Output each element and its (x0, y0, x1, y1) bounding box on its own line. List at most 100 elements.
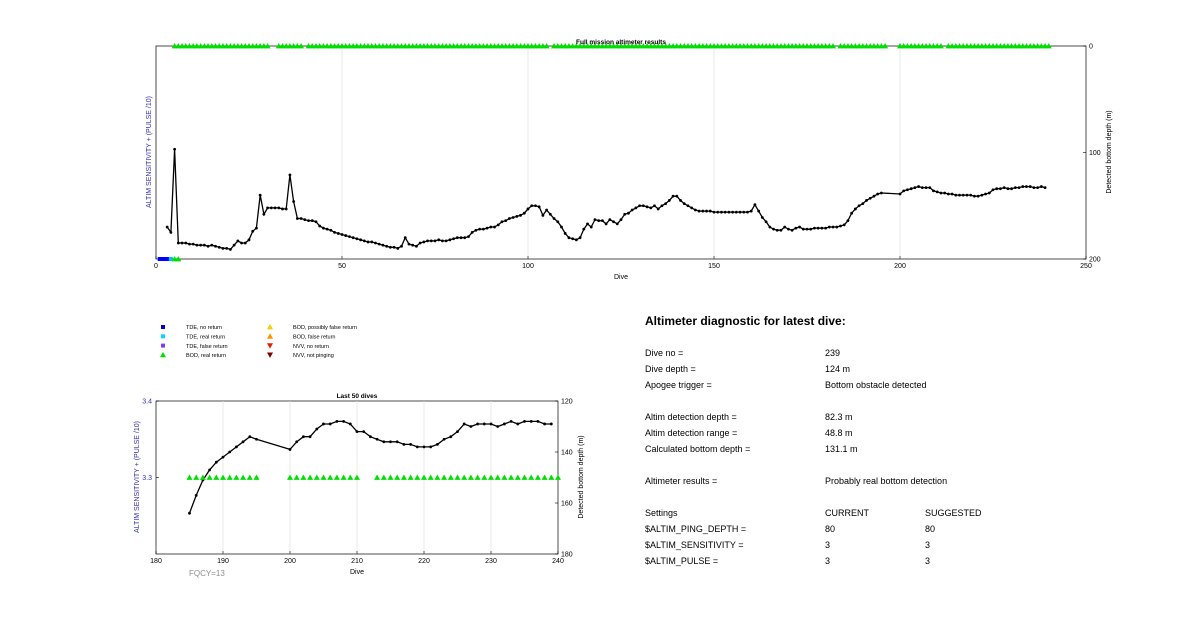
depth-point (463, 236, 467, 240)
depth-point (973, 194, 976, 198)
x-tick-label: 220 (418, 558, 430, 565)
depth-point (437, 238, 441, 242)
bod_real_return-marker (1045, 43, 1052, 49)
depth-point (266, 206, 269, 210)
y-tick-label-left: 3.4 (142, 399, 152, 406)
bod_real_return-marker (320, 474, 327, 480)
depth-point (586, 222, 589, 226)
depth-point (757, 209, 761, 213)
depth-point (813, 226, 816, 230)
depth-point (898, 192, 902, 196)
depth-point (348, 235, 351, 239)
depth-point (433, 239, 437, 243)
depth-point (627, 211, 630, 215)
depth-point (482, 422, 486, 426)
depth-point (310, 219, 314, 223)
depth-point (381, 243, 385, 247)
bod_real_return-marker (441, 474, 448, 480)
depth-point (820, 226, 824, 230)
bod_real_return-marker (340, 474, 347, 480)
depth-series-line (166, 149, 1046, 251)
depth-point (1043, 186, 1047, 190)
depth-point (589, 225, 593, 229)
diag-value: 124 m (825, 364, 851, 374)
x-tick-label: 240 (552, 558, 564, 565)
depth-point (284, 207, 288, 211)
depth-point (552, 217, 556, 220)
y-axis-label-right: Detected bottom depth (m) (578, 435, 585, 518)
depth-point (217, 245, 221, 249)
depth-point (362, 430, 366, 433)
depth-point (638, 204, 641, 208)
depth-point (426, 239, 429, 243)
depth-point (950, 192, 954, 196)
depth-point (455, 236, 459, 240)
legend-item: TDE, real return (161, 334, 225, 341)
depth-point (760, 216, 764, 219)
depth-point (1032, 186, 1036, 190)
depth-point (924, 186, 928, 190)
depth-point (389, 440, 392, 444)
x-tick-label: 180 (150, 558, 162, 565)
depth-point (328, 422, 332, 426)
depth-point (489, 225, 493, 229)
depth-point (366, 240, 370, 244)
bod_real_return-marker (293, 474, 300, 480)
depth-point (831, 225, 835, 229)
depth-point (400, 244, 403, 248)
depth-point (612, 220, 615, 224)
depth-point (388, 245, 392, 249)
depth-point (407, 242, 411, 246)
depth-point (262, 212, 266, 216)
depth-point (295, 440, 299, 444)
tde_no_return-marker (157, 257, 162, 261)
bod_real_return-marker (488, 474, 494, 480)
depth-point (872, 194, 876, 198)
legend-item: NVV, not pinging (267, 352, 334, 359)
depth-point (355, 237, 359, 241)
bod_real_return-marker (467, 474, 474, 480)
depth-point (318, 224, 322, 228)
chart-title: Last 50 dives (337, 393, 378, 400)
depth-point (208, 468, 212, 472)
depth-point (943, 191, 947, 195)
bod_real_return-marker (240, 474, 247, 480)
depth-point (292, 200, 296, 203)
depth-point (1036, 186, 1040, 190)
depth-point (503, 422, 506, 426)
depth-point (184, 241, 188, 245)
legend-label: NVV, not pinging (293, 353, 334, 359)
depth-point (382, 440, 386, 444)
depth-point (623, 212, 627, 216)
diag-value: 82.3 m (825, 412, 853, 422)
depth-point (712, 210, 716, 214)
setting-suggested: 3 (925, 556, 931, 566)
depth-point (984, 192, 987, 196)
depth-point (1025, 185, 1028, 188)
depth-point (299, 217, 303, 220)
depth-point (954, 193, 958, 197)
setting-current: 80 (825, 524, 836, 534)
bod_real_return-marker (543, 43, 550, 49)
legend-triangle-icon (160, 351, 166, 358)
bod_real_return-marker (394, 474, 401, 480)
depth-point (351, 236, 355, 240)
depth-point (469, 425, 473, 428)
depth-point (402, 442, 406, 446)
depth-point (742, 210, 746, 214)
tde_no_return-marker (165, 257, 170, 261)
bod_real_return-marker (427, 474, 434, 480)
depth-point (509, 420, 513, 423)
depth-point (442, 437, 446, 441)
x-tick-label: 250 (1080, 263, 1092, 270)
depth-point (369, 435, 372, 439)
bod_real_return-marker (421, 474, 427, 480)
depth-point (385, 244, 389, 248)
diag-value: 131.1 m (825, 444, 858, 454)
depth-point (634, 206, 638, 210)
depth-point (608, 218, 612, 221)
depth-point (307, 219, 310, 223)
depth-point (902, 189, 906, 193)
legend-square-icon (161, 334, 165, 339)
depth-point (965, 193, 969, 197)
